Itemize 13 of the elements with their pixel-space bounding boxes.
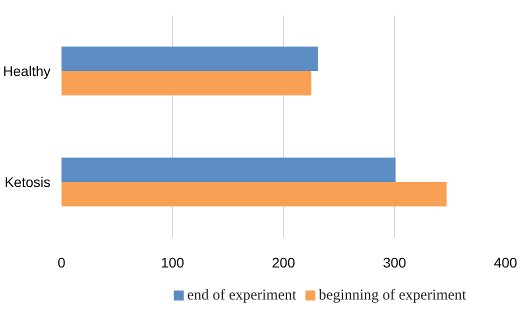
- x-tick-label: 0: [58, 254, 66, 270]
- bar: [62, 182, 447, 206]
- legend-label: end of experiment: [187, 288, 298, 304]
- y-tick-label: Ketosis: [4, 174, 51, 190]
- legend-label: beginning of experiment: [318, 288, 468, 304]
- x-tick-label: 200: [272, 254, 296, 270]
- x-tick-label: 100: [160, 254, 184, 270]
- bar: [62, 158, 396, 182]
- x-tick-label: 300: [382, 254, 406, 270]
- bar: [62, 71, 312, 96]
- bar: [62, 46, 318, 71]
- y-tick-label: Healthy: [3, 63, 50, 79]
- x-tick-label: 400: [494, 254, 518, 270]
